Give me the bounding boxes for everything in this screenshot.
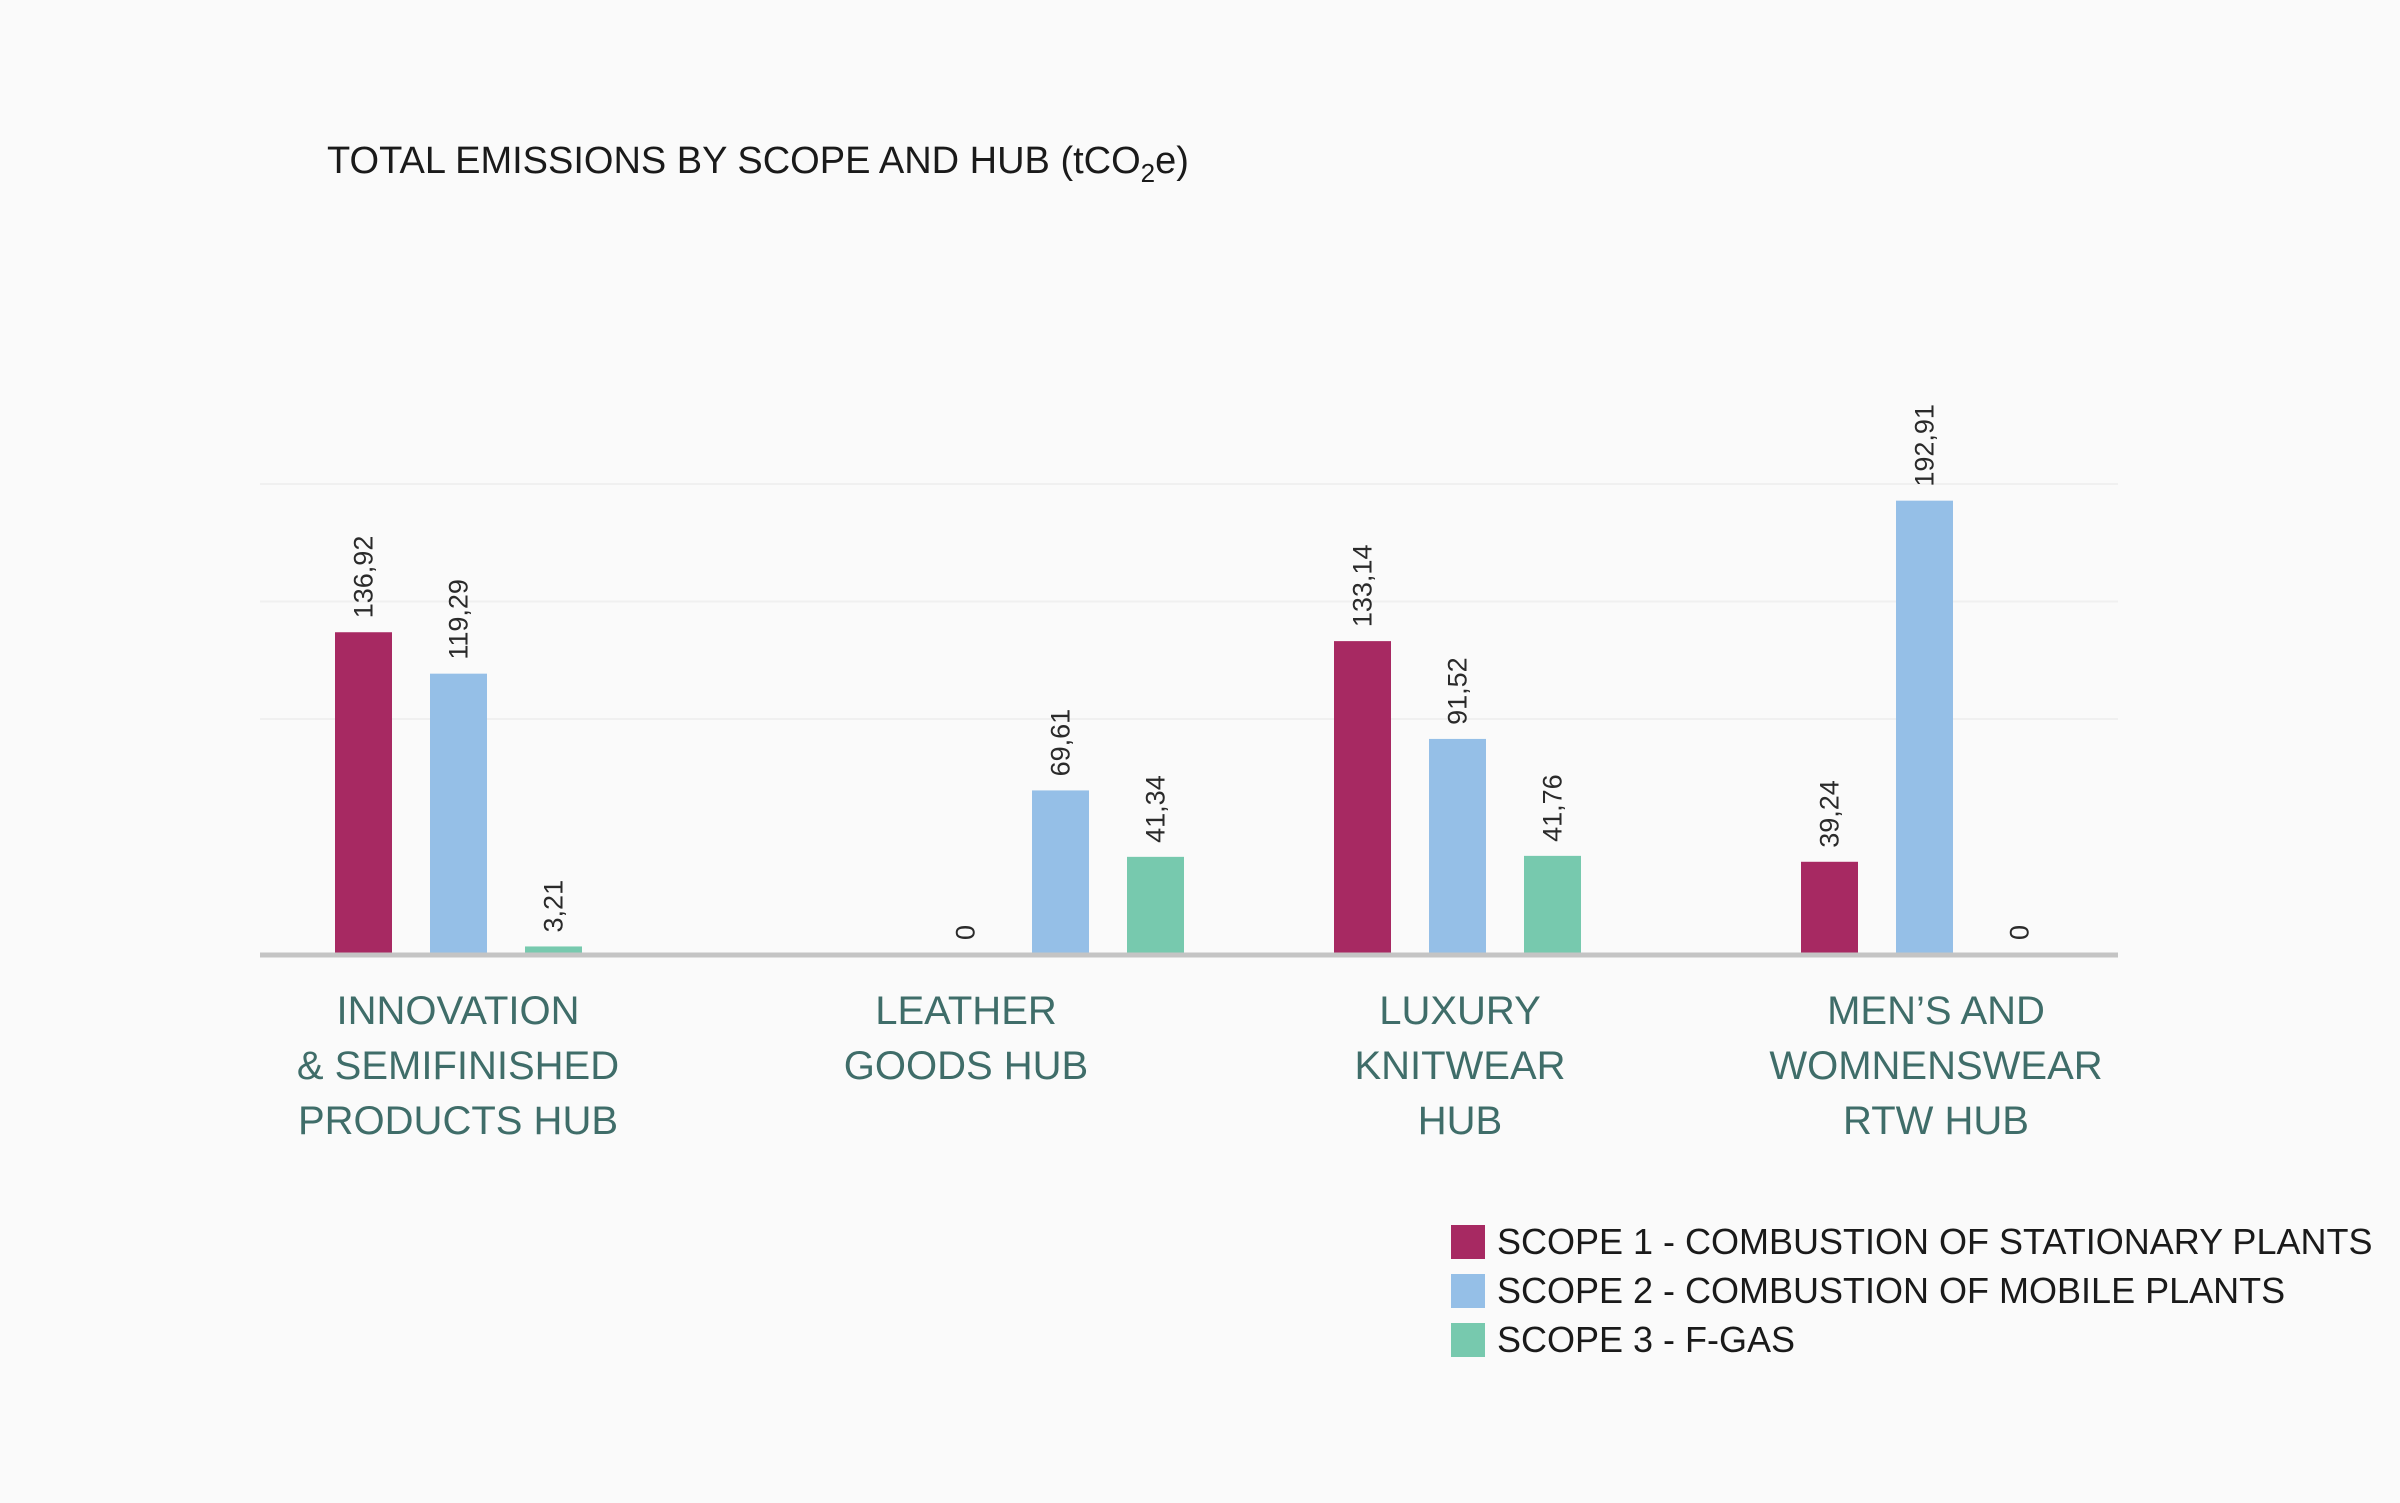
data-label-scope1-group1: 136,92 [349, 536, 379, 619]
legend-label-scope3: SCOPE 3 - F-GAS [1497, 1319, 1795, 1360]
legend: SCOPE 1 - COMBUSTION OF STATIONARY PLANT… [1451, 1221, 2372, 1360]
category-label-line: PRODUCTS HUB [298, 1099, 618, 1143]
data-label-scope3-group4: 0 [2005, 925, 2035, 940]
category-label-2: LEATHER GOODS HUB [844, 989, 1088, 1088]
data-labels: 136,92 119,29 3,21 0 69,61 41,34 133,14 91,52 41… [349, 404, 2035, 940]
category-labels: INNOVATION & SEMIFINISHED PRODUCTS HUB LEAT… [297, 989, 2103, 1143]
bar-scope3-group3 [1524, 855, 1581, 954]
category-label-line: LEATHER [875, 989, 1057, 1033]
gridlines [260, 483, 2118, 720]
bar-scope1-group4 [1801, 861, 1858, 954]
data-label-scope3-group2: 41,34 [1141, 775, 1171, 843]
bar-scope2-group3 [1429, 738, 1486, 954]
category-label-line: HUB [1418, 1099, 1502, 1143]
legend-label-scope1: SCOPE 1 - COMBUSTION OF STATIONARY PLANT… [1497, 1221, 2372, 1262]
data-label-scope3-group3: 41,76 [1538, 774, 1568, 842]
category-label-line: KNITWEAR [1354, 1044, 1565, 1088]
data-label-scope3-group1: 3,21 [539, 880, 569, 933]
chart-title-end: e) [1155, 140, 1189, 182]
bar-scope3-group1 [525, 946, 582, 954]
bar-scope2-group2 [1032, 790, 1089, 954]
bar-scope1-group3 [1334, 641, 1391, 954]
data-label-scope2-group1: 119,29 [444, 579, 474, 660]
data-label-scope1-group2: 0 [951, 925, 981, 940]
category-label-line: & SEMIFINISHED [297, 1044, 619, 1088]
category-label-line: WOMNENSWEAR [1769, 1044, 2102, 1088]
legend-swatch-scope3 [1451, 1323, 1485, 1357]
bars [335, 500, 1953, 954]
category-label-line: MEN’S AND [1827, 989, 2045, 1033]
bar-scope3-group2 [1127, 856, 1184, 954]
data-label-scope1-group4: 39,24 [1815, 780, 1845, 848]
category-label-line: RTW HUB [1843, 1099, 2029, 1143]
legend-swatch-scope1 [1451, 1225, 1485, 1259]
category-label-line: INNOVATION [337, 989, 580, 1033]
bar-scope2-group4 [1896, 500, 1953, 954]
chart-title: TOTAL EMISSIONS BY SCOPE AND HUB (tCO2e) [327, 140, 1189, 188]
category-label-4: MEN’S AND WOMNENSWEAR RTW HUB [1769, 989, 2102, 1143]
category-label-line: LUXURY [1379, 989, 1541, 1033]
data-label-scope2-group3: 91,52 [1443, 657, 1473, 725]
legend-label-scope2: SCOPE 2 - COMBUSTION OF MOBILE PLANTS [1497, 1270, 2285, 1311]
category-label-3: LUXURY KNITWEAR HUB [1354, 989, 1565, 1143]
category-label-1: INNOVATION & SEMIFINISHED PRODUCTS HUB [297, 989, 619, 1143]
data-label-scope2-group2: 69,61 [1046, 709, 1076, 777]
chart-title-subscript: 2 [1141, 158, 1155, 188]
bar-scope2-group1 [430, 673, 487, 954]
bar-scope1-group1 [335, 632, 392, 954]
category-label-line: GOODS HUB [844, 1044, 1088, 1088]
chart-title-main: TOTAL EMISSIONS BY SCOPE AND HUB (tCO [327, 140, 1141, 182]
data-label-scope1-group3: 133,14 [1348, 545, 1378, 628]
data-label-scope2-group4: 192,91 [1910, 404, 1940, 487]
legend-swatch-scope2 [1451, 1274, 1485, 1308]
